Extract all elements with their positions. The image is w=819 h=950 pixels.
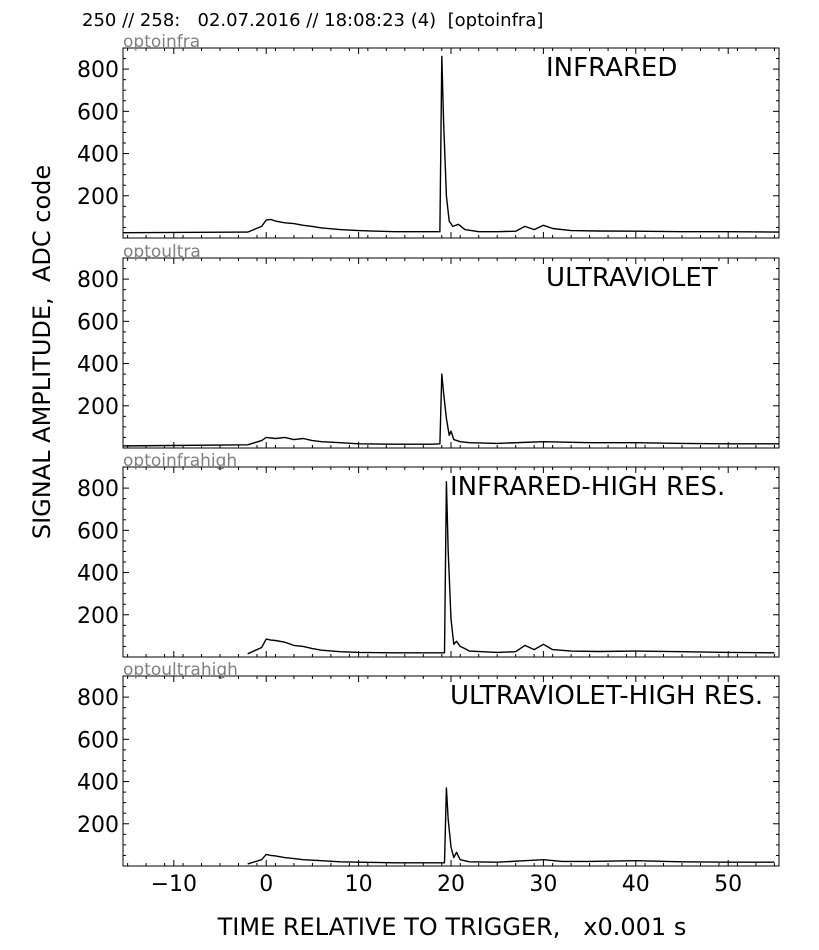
x-tick-label: 20 — [437, 872, 465, 897]
x-tick-label: 50 — [714, 872, 742, 897]
x-tick-label: 0 — [259, 872, 273, 897]
panel-name: optoinfrahigh — [123, 451, 237, 471]
x-axis-label: TIME RELATIVE TO TRIGGER, x0.001 s — [217, 913, 687, 941]
x-tick-label: 10 — [345, 872, 373, 897]
y-tick-label: 800 — [77, 477, 119, 502]
y-tick-label: 800 — [77, 268, 119, 293]
x-tick-label: −10 — [151, 872, 197, 897]
panel-title: INFRARED — [546, 53, 677, 83]
y-tick-label: 800 — [77, 58, 119, 83]
y-tick-label: 600 — [77, 310, 119, 335]
x-tick-label: 30 — [529, 872, 557, 897]
y-tick-label: 400 — [77, 353, 119, 378]
panel-name: optoinfra — [123, 32, 200, 52]
panel-title: ULTRAVIOLET-HIGH RES. — [450, 681, 763, 711]
panel-frame — [122, 47, 780, 239]
y-tick-label: 400 — [77, 771, 119, 796]
y-tick-label: 200 — [77, 813, 119, 838]
panel-title: ULTRAVIOLET — [546, 263, 718, 293]
y-tick-label: 400 — [77, 143, 119, 168]
panel-name: optoultra — [123, 242, 201, 262]
y-tick-label: 200 — [77, 185, 119, 210]
x-tick-label: 40 — [622, 872, 650, 897]
series-line-optoinfra — [122, 55, 780, 234]
series-line-optoinfrahigh — [247, 481, 775, 655]
y-tick-label: 600 — [77, 728, 119, 753]
figure-header: 250 // 258: 02.07.2016 // 18:08:23 (4) [… — [82, 10, 544, 31]
y-tick-label: 800 — [77, 686, 119, 711]
y-tick-label: 600 — [77, 519, 119, 544]
y-tick-label: 200 — [77, 604, 119, 629]
y-tick-label: 200 — [77, 395, 119, 420]
y-tick-label: 400 — [77, 562, 119, 587]
series-line-optoultra — [122, 373, 779, 447]
series-line-optoultrahigh — [247, 787, 775, 865]
y-axis-label: SIGNAL AMPLITUDE, ADC code — [28, 165, 56, 539]
panel-name: optoultrahigh — [123, 660, 238, 680]
y-tick-label: 600 — [77, 100, 119, 125]
panel-title: INFRARED-HIGH RES. — [450, 472, 725, 502]
